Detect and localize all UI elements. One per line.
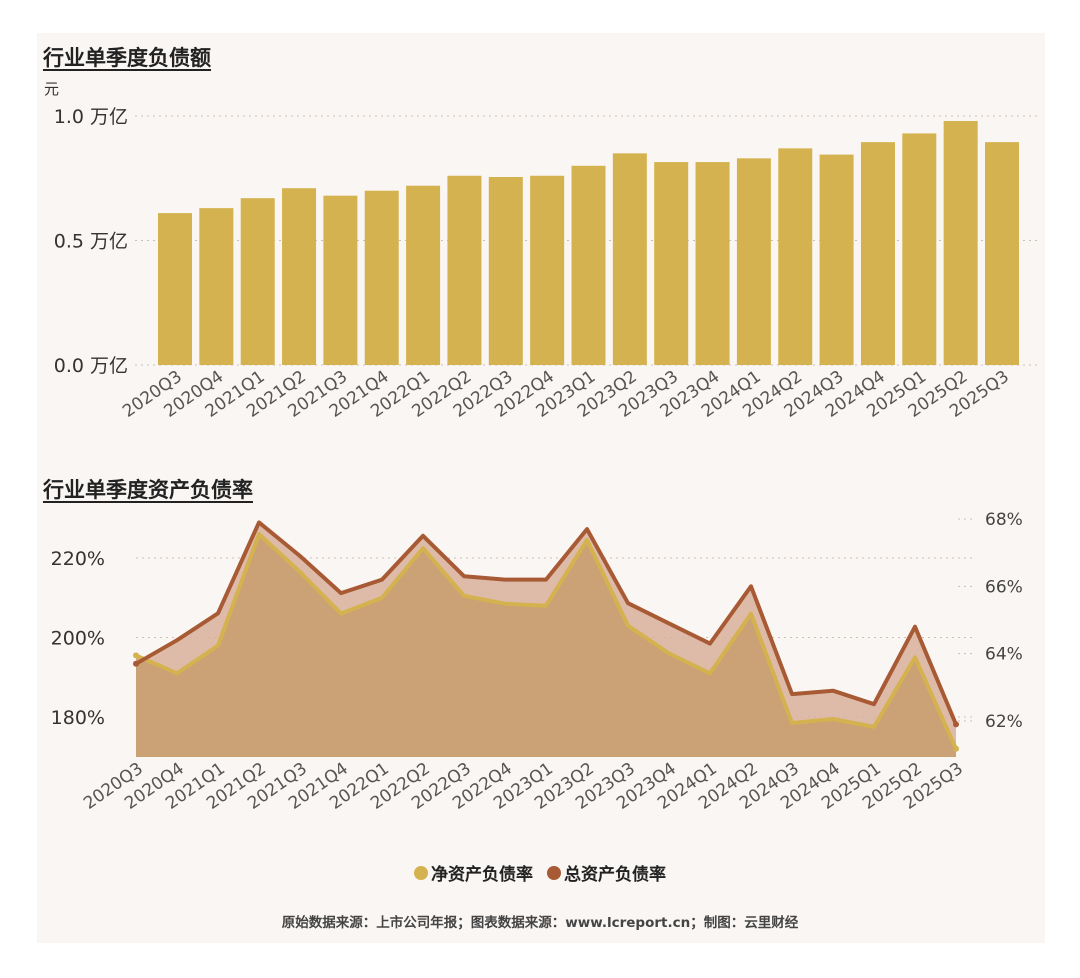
net-area: [136, 534, 956, 757]
bar: [902, 133, 937, 365]
legend-label-total: 总资产负债率: [563, 865, 666, 885]
right-y-tick-label: 66%: [985, 577, 1023, 597]
bar: [778, 148, 813, 365]
total-point: [133, 660, 139, 667]
left-y-tick-label: 180%: [51, 707, 105, 729]
bar-chart-unit-label: 元: [44, 80, 60, 98]
bar: [571, 165, 606, 365]
bar: [158, 213, 192, 365]
bar: [447, 175, 482, 365]
y-tick-label: 0.0 万亿: [54, 355, 128, 377]
legend-item-total: 总资产负债率: [546, 860, 666, 885]
bar: [819, 154, 854, 365]
area-chart-legend: 净资产负债率 总资产负债率: [0, 860, 1080, 885]
right-y-tick-label: 68%: [985, 510, 1023, 530]
bar: [736, 158, 771, 365]
data-source-note: 原始数据来源：上市公司年报；图表数据来源：www.lcreport.cn；制图：…: [281, 915, 799, 931]
bar: [985, 142, 1019, 365]
right-y-tick-label: 64%: [985, 645, 1023, 665]
bar: [364, 190, 399, 365]
net-point: [133, 652, 139, 659]
bar: [612, 153, 647, 365]
bar: [654, 162, 689, 365]
left-y-tick-label: 220%: [51, 548, 105, 570]
right-y-tick-label: 62%: [985, 712, 1023, 732]
bar: [282, 188, 317, 365]
left-y-tick-label: 200%: [51, 628, 105, 650]
net-line: [135, 532, 958, 750]
legend-dot-net: [414, 865, 429, 880]
area-chart-title: 行业单季度资产负债率: [43, 478, 253, 502]
y-tick-label: 1.0 万亿: [54, 106, 128, 128]
bar: [695, 162, 730, 365]
y-tick-label: 0.5 万亿: [54, 231, 128, 253]
net-point: [953, 745, 959, 752]
legend-label-net: 净资产负债率: [431, 865, 534, 885]
bar-chart-title: 行业单季度负债额: [43, 46, 211, 70]
bar: [199, 208, 234, 365]
bar: [240, 198, 275, 365]
total-point: [953, 721, 959, 728]
bar: [943, 120, 978, 365]
total-line: [135, 520, 958, 726]
bar: [488, 177, 523, 365]
legend-item-net: 净资产负债率: [414, 860, 533, 885]
bar: [860, 142, 895, 365]
bar: [323, 195, 358, 365]
bar: [406, 185, 441, 365]
legend-dot-total: [546, 865, 561, 880]
bar: [530, 175, 565, 365]
